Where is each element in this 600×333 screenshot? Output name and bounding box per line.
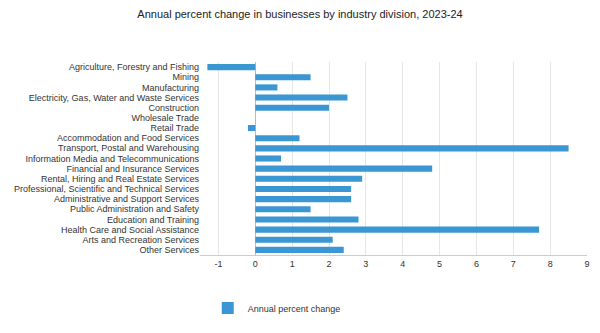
svg-text:Electricity, Gas, Water and Wa: Electricity, Gas, Water and Waste Servic…	[29, 93, 200, 103]
svg-text:Annual percent change in busin: Annual percent change in businesses by i…	[137, 8, 462, 20]
svg-text:Education and Training: Education and Training	[107, 215, 199, 225]
svg-text:0: 0	[253, 259, 258, 269]
svg-text:Wholesale Trade: Wholesale Trade	[131, 113, 199, 123]
svg-text:Professional, Scientific and T: Professional, Scientific and Technical S…	[14, 184, 199, 194]
svg-text:Financial and Insurance Servic: Financial and Insurance Services	[66, 164, 199, 174]
svg-text:Agriculture, Forestry and Fish: Agriculture, Forestry and Fishing	[69, 62, 199, 72]
svg-text:-1: -1	[214, 259, 222, 269]
svg-text:1: 1	[290, 259, 295, 269]
svg-text:Accommodation and Food Service: Accommodation and Food Services	[57, 133, 200, 143]
svg-text:Public Administration and Safe: Public Administration and Safety	[70, 204, 200, 214]
svg-text:8: 8	[548, 259, 553, 269]
svg-text:Construction: Construction	[148, 103, 199, 113]
svg-text:7: 7	[511, 259, 516, 269]
svg-text:Health Care and Social Assista: Health Care and Social Assistance	[61, 225, 199, 235]
svg-text:Manufacturing: Manufacturing	[142, 83, 199, 93]
svg-text:Annual percent change: Annual percent change	[248, 304, 341, 314]
svg-text:Other Services: Other Services	[139, 245, 199, 255]
svg-text:Mining: Mining	[172, 72, 199, 82]
svg-text:Transport, Postal and Warehous: Transport, Postal and Warehousing	[58, 143, 199, 153]
svg-text:2: 2	[326, 259, 331, 269]
svg-text:9: 9	[584, 259, 589, 269]
svg-text:Retail Trade: Retail Trade	[150, 123, 199, 133]
svg-text:3: 3	[363, 259, 368, 269]
svg-text:Administrative and Support Ser: Administrative and Support Services	[54, 194, 200, 204]
svg-text:4: 4	[400, 259, 405, 269]
svg-text:Information Media and Telecomm: Information Media and Telecommunications	[26, 154, 200, 164]
svg-text:6: 6	[474, 259, 479, 269]
svg-text:Rental, Hiring and Real Estate: Rental, Hiring and Real Estate Services	[41, 174, 200, 184]
svg-text:5: 5	[437, 259, 442, 269]
svg-text:Arts and Recreation Services: Arts and Recreation Services	[82, 235, 199, 245]
